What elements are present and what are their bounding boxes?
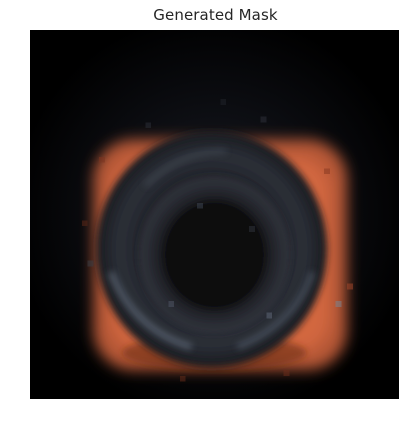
figure-title: Generated Mask [153,6,278,24]
mask-canvas [30,30,399,399]
pixel-noise [81,99,353,382]
ring-highlights [107,148,316,351]
generated-mask-image [30,30,399,399]
inner-lens [139,177,290,333]
